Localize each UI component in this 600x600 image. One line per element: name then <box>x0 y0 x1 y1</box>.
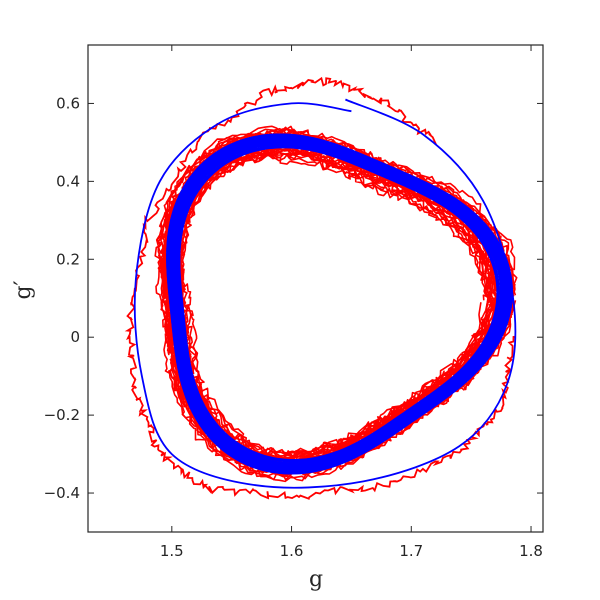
y-tick-label: −0.4 <box>44 484 80 502</box>
transient-trajectory <box>133 98 517 489</box>
x-tick-label: 1.7 <box>399 542 423 560</box>
y-tick-label: 0 <box>70 328 80 346</box>
ticks-layer <box>88 45 543 532</box>
y-tick-label: −0.2 <box>44 406 80 424</box>
limit-cycle-loop <box>168 135 511 473</box>
x-axis-label: g <box>309 567 323 592</box>
limit-cycle-loop <box>168 136 511 472</box>
tick-labels-layer: 1.5 1.6 1.7 1.8 −0.4 −0.2 0 0.2 0.4 0.6 <box>44 94 543 560</box>
y-tick-label: 0.6 <box>56 94 80 112</box>
curves-layer <box>124 76 518 500</box>
y-tick-label: 0.4 <box>56 172 80 190</box>
plot-frame <box>87 44 544 533</box>
limit-cycle-loop <box>177 144 497 465</box>
limit-cycle-loop <box>173 141 504 467</box>
x-tick-label: 1.6 <box>280 542 304 560</box>
x-tick-label: 1.8 <box>519 542 543 560</box>
limit-cycle-loop <box>166 133 513 475</box>
limit-cycle-loop <box>167 135 511 473</box>
limit-cycle-loop <box>170 137 509 471</box>
series-blue <box>133 98 517 489</box>
x-tick-label: 1.5 <box>160 542 184 560</box>
y-tick-label: 0.2 <box>56 250 80 268</box>
limit-cycle-loop <box>168 135 511 473</box>
limit-cycle-loop <box>170 140 497 465</box>
y-axis-label: g′ <box>11 280 36 299</box>
limit-cycle-loop <box>178 146 499 462</box>
limit-cycle-loop <box>175 143 503 465</box>
limit-cycle-loop <box>168 135 511 473</box>
limit-cycle-loop <box>168 135 511 472</box>
limit-cycle-loop <box>167 135 511 473</box>
transient-trajectory <box>124 76 516 500</box>
